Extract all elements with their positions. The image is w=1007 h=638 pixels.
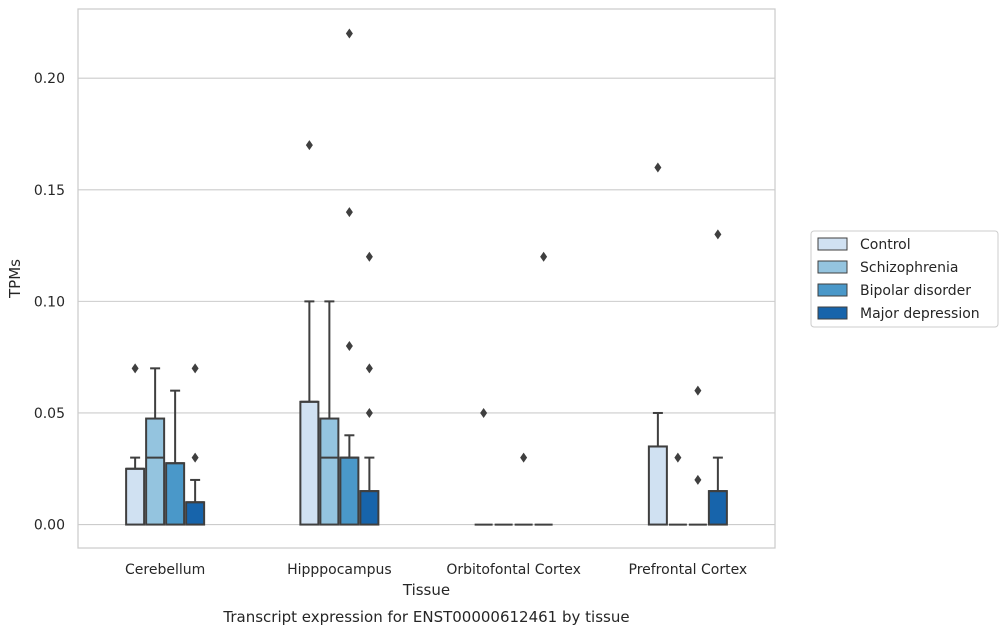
box [647, 162, 668, 526]
chart-caption: Transcript expression for ENST0000061246… [222, 608, 629, 626]
box-body [299, 400, 320, 526]
outlier-point [365, 363, 373, 374]
outlier-point [694, 474, 702, 485]
outlier-point [654, 162, 662, 173]
box [145, 367, 166, 526]
box-body [339, 456, 360, 526]
legend-label: Major depression [860, 306, 980, 322]
box [319, 300, 340, 526]
x-tick-label: Hipppocampus [287, 562, 392, 578]
box [185, 363, 206, 526]
box-body [125, 467, 146, 526]
series-group [145, 300, 687, 526]
outlier-point [191, 452, 199, 463]
box [534, 251, 553, 526]
legend-swatch [817, 260, 848, 274]
box-body [185, 501, 206, 526]
box-body [319, 417, 340, 526]
box [339, 28, 360, 526]
box [707, 229, 728, 526]
outlier-point [694, 385, 702, 396]
box-series [125, 28, 728, 526]
y-tick-label: 0.20 [34, 71, 65, 87]
y-tick-label: 0.05 [34, 406, 65, 422]
y-tick-label: 0.15 [34, 183, 65, 199]
box [299, 140, 320, 526]
outlier-point [345, 28, 353, 39]
box-body [707, 490, 728, 526]
box [688, 385, 707, 526]
box [474, 407, 493, 526]
outlier-point [365, 407, 373, 418]
outlier-point [480, 407, 488, 418]
y-tick-label: 0.10 [34, 294, 65, 310]
series-group [165, 28, 707, 526]
legend-label: Bipolar disorder [860, 283, 971, 299]
outlier-point [520, 452, 528, 463]
legend-items: Control Schizophrenia Bipolar disorder Majo… [817, 237, 980, 322]
legend-swatch [817, 306, 848, 320]
box-body [647, 445, 668, 526]
outlier-point [131, 363, 139, 374]
x-tick-labels: Cerebellum Hipppocampus Orbitofontal Corte… [125, 562, 747, 578]
box [668, 452, 687, 526]
outlier-point [365, 251, 373, 262]
y-tick-label: 0.00 [34, 518, 65, 534]
box-body [165, 462, 186, 526]
plot-frame [77, 8, 776, 549]
x-axis-label: Tissue [402, 581, 450, 599]
outlier-point [305, 140, 313, 151]
box-body [145, 417, 166, 526]
x-tick-label: Prefrontal Cortex [629, 562, 748, 578]
outlier-point [191, 363, 199, 374]
y-axis-label: TPMs [6, 259, 24, 299]
box-body [359, 490, 380, 526]
legend-label: Control [860, 237, 911, 253]
outlier-point [540, 251, 548, 262]
box [125, 363, 146, 526]
x-tick-label: Cerebellum [125, 562, 205, 578]
series-group [185, 229, 728, 526]
box [165, 389, 186, 526]
legend-swatch [817, 283, 848, 297]
legend: Control Schizophrenia Bipolar disorder Majo… [810, 230, 999, 328]
series-group [125, 140, 668, 526]
legend-label: Schizophrenia [860, 260, 958, 276]
outlier-point [345, 341, 353, 352]
legend-swatch [817, 237, 848, 251]
box [359, 251, 380, 526]
outlier-point [674, 452, 682, 463]
legend-frame [810, 230, 999, 328]
outlier-point [714, 229, 722, 240]
box [514, 452, 533, 526]
outlier-point [345, 207, 353, 218]
x-tick-label: Orbitofontal Cortex [446, 562, 581, 578]
y-tick-labels: 0.00 0.05 0.10 0.15 0.20 [34, 71, 65, 533]
